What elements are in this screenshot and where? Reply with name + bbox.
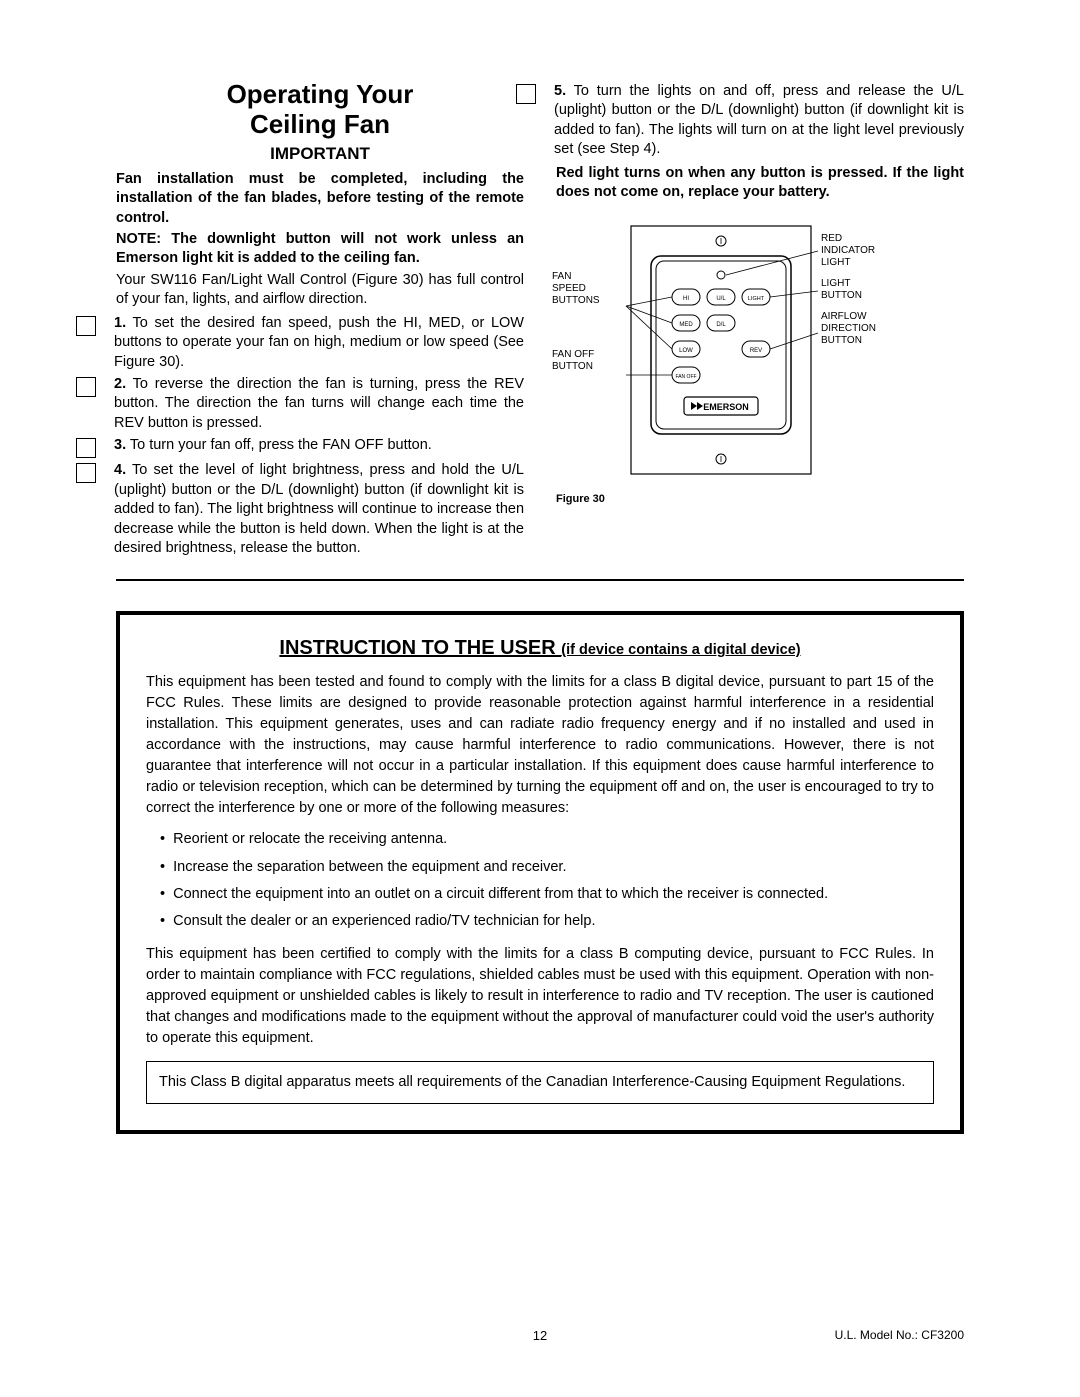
left-column: Operating Your Ceiling Fan IMPORTANT Fan… [116, 80, 524, 561]
fcc-title: INSTRUCTION TO THE USER (if device conta… [146, 637, 934, 660]
svg-text:MED: MED [679, 322, 693, 328]
step-2: 2. To reverse the direction the fan is t… [76, 375, 524, 433]
checkbox-icon [76, 438, 96, 458]
fcc-bullet-2: Increase the separation between the equi… [160, 857, 934, 878]
svg-text:REV: REV [750, 348, 762, 354]
canadian-text: This Class B digital apparatus meets all… [159, 1072, 921, 1093]
figure-caption: Figure 30 [556, 493, 964, 505]
svg-text:LOW: LOW [679, 348, 693, 354]
step-3: 3. To turn your fan off, press the FAN O… [76, 436, 524, 458]
intro-install: Fan installation must be completed, incl… [116, 170, 524, 228]
svg-text:D/L: D/L [716, 322, 726, 328]
step-text: To reverse the direction the fan is turn… [114, 376, 524, 431]
fcc-title-main: INSTRUCTION TO THE USER [279, 637, 561, 659]
fcc-title-sub: (if device contains a digital device) [561, 642, 800, 658]
step-5: 5. To turn the lights on and off, press … [516, 82, 964, 160]
step-1: 1. To set the desired fan speed, push th… [76, 314, 524, 372]
label-fan-speed: FAN SPEED BUTTONS [552, 271, 600, 307]
important-heading: IMPORTANT [116, 144, 524, 164]
step-number: 3. [114, 437, 126, 453]
fcc-para-2: This equipment has been certified to com… [146, 944, 934, 1049]
label-light-button: LIGHT BUTTON [821, 278, 862, 302]
step-4: 4. To set the level of light brightness,… [76, 461, 524, 558]
checkbox-icon [516, 84, 536, 104]
canadian-box: This Class B digital apparatus meets all… [146, 1061, 934, 1104]
step-number: 4. [114, 462, 126, 478]
step-number: 5. [554, 83, 566, 99]
remote-figure: HI U/L LIGHT MED D/L LOW REV [556, 221, 936, 489]
fcc-box: INSTRUCTION TO THE USER (if device conta… [116, 611, 964, 1133]
red-light-note: Red light turns on when any button is pr… [556, 164, 964, 203]
page-title: Operating Your Ceiling Fan [116, 80, 524, 140]
checkbox-icon [76, 377, 96, 397]
checkbox-icon [76, 463, 96, 483]
right-column: 5. To turn the lights on and off, press … [556, 80, 964, 561]
svg-text:FAN OFF: FAN OFF [675, 374, 696, 380]
divider [116, 579, 964, 581]
svg-text:EMERSON: EMERSON [703, 402, 749, 412]
step-text: To turn the lights on and off, press and… [554, 83, 964, 157]
step-number: 1. [114, 315, 126, 331]
label-red-indicator: RED INDICATOR LIGHT [821, 233, 875, 269]
footer: 12 U.L. Model No.: CF3200 [116, 1328, 964, 1342]
step-text: To set the level of light brightness, pr… [114, 462, 524, 556]
svg-text:HI: HI [683, 296, 689, 302]
title-line-2: Ceiling Fan [250, 109, 390, 139]
intro-note: NOTE: The downlight button will not work… [116, 230, 524, 269]
intro-control: Your SW116 Fan/Light Wall Control (Figur… [116, 271, 524, 310]
step-text: To turn your fan off, press the FAN OFF … [130, 437, 432, 453]
fcc-bullet-4: Consult the dealer or an experienced rad… [160, 911, 934, 932]
title-line-1: Operating Your [227, 79, 414, 109]
label-fan-off: FAN OFF BUTTON [552, 349, 594, 373]
fcc-para-1: This equipment has been tested and found… [146, 672, 934, 819]
step-text: To set the desired fan speed, push the H… [114, 315, 524, 370]
page-number: 12 [533, 1328, 547, 1343]
label-airflow: AIRFLOW DIRECTION BUTTON [821, 311, 876, 347]
svg-text:LIGHT: LIGHT [748, 296, 765, 302]
fcc-bullet-1: Reorient or relocate the receiving anten… [160, 829, 934, 850]
model-number: U.L. Model No.: CF3200 [835, 1328, 964, 1342]
checkbox-icon [76, 316, 96, 336]
fcc-bullet-3: Connect the equipment into an outlet on … [160, 884, 934, 905]
svg-text:U/L: U/L [716, 296, 726, 302]
step-number: 2. [114, 376, 126, 392]
